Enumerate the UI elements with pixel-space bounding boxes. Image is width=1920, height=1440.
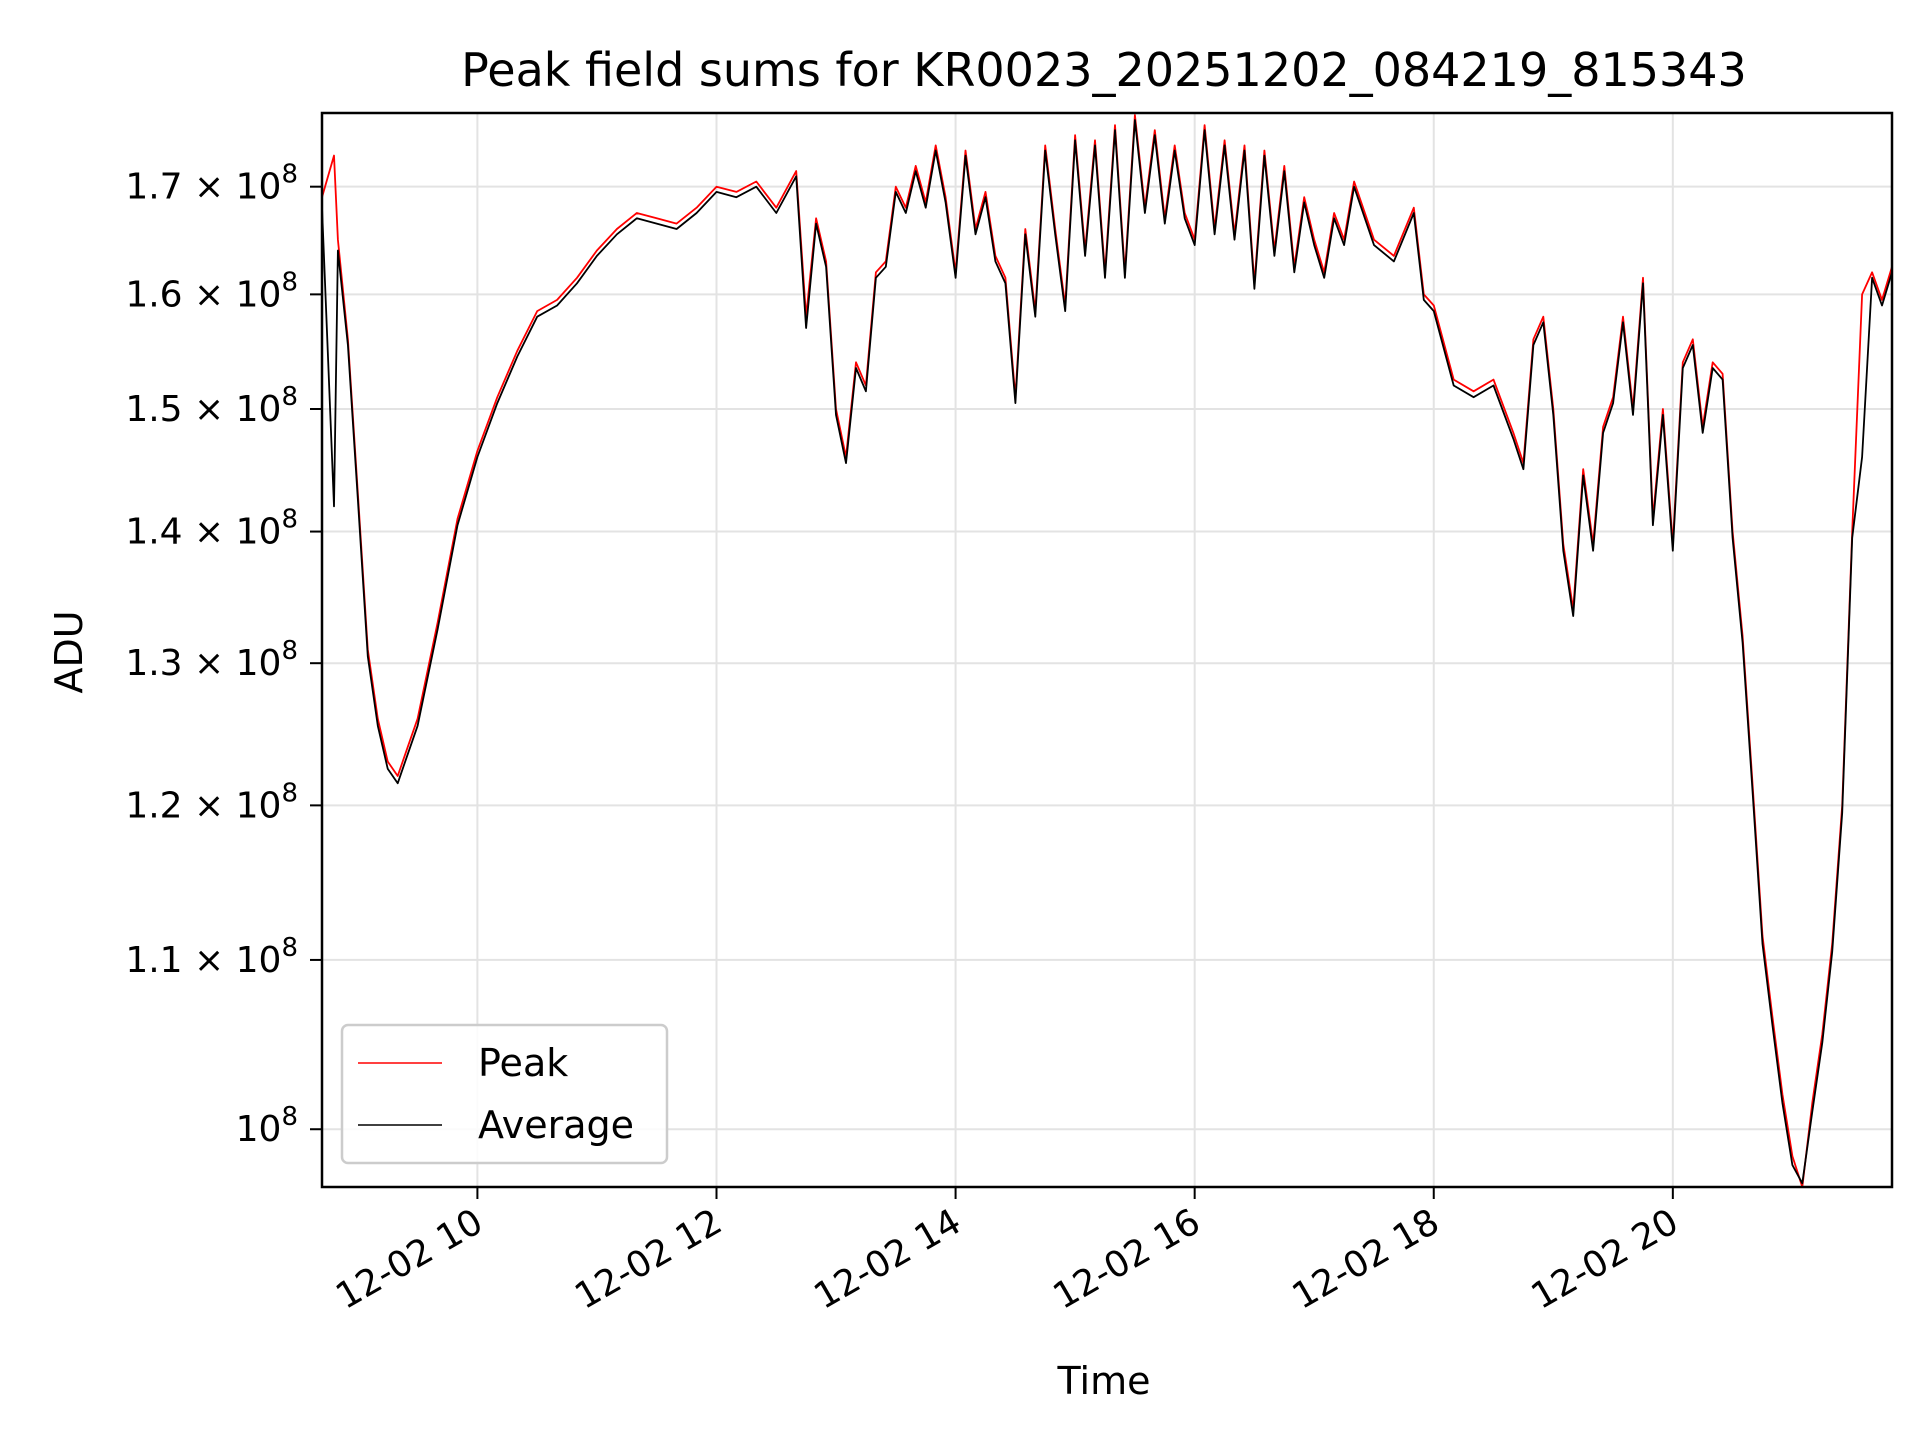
- y-tick-label: 1.2 × 108: [125, 778, 298, 826]
- legend-label-average: Average: [478, 1103, 634, 1147]
- y-tick-label: 1.1 × 108: [125, 933, 298, 981]
- y-tick-label: 1.4 × 108: [125, 505, 298, 553]
- series-lines: [322, 114, 1892, 1187]
- plot-frame: [320, 111, 1894, 1189]
- y-tick-label: 1.5 × 108: [125, 382, 298, 430]
- chart-title: Peak field sums for KR0023_20251202_0842…: [461, 43, 1747, 97]
- series-line-average: [322, 119, 1892, 1185]
- y-tick-label: 1.6 × 108: [125, 267, 298, 315]
- y-tick-label: 108: [236, 1102, 298, 1150]
- grid: [322, 113, 1892, 1187]
- y-axis-label: ADU: [47, 610, 91, 693]
- legend-label-peak: Peak: [478, 1041, 568, 1085]
- x-axis-label: Time: [1057, 1359, 1151, 1403]
- legend: Peak Average: [340, 1023, 669, 1165]
- y-tick-label: 1.3 × 108: [125, 636, 298, 684]
- y-axis-ticks: 1.7 × 108 1.6 × 108 1.5 × 108 1.4 × 108 1.3 …: [125, 160, 322, 1150]
- legend-box: [340, 1023, 669, 1165]
- y-tick-label: 1.7 × 108: [125, 160, 298, 208]
